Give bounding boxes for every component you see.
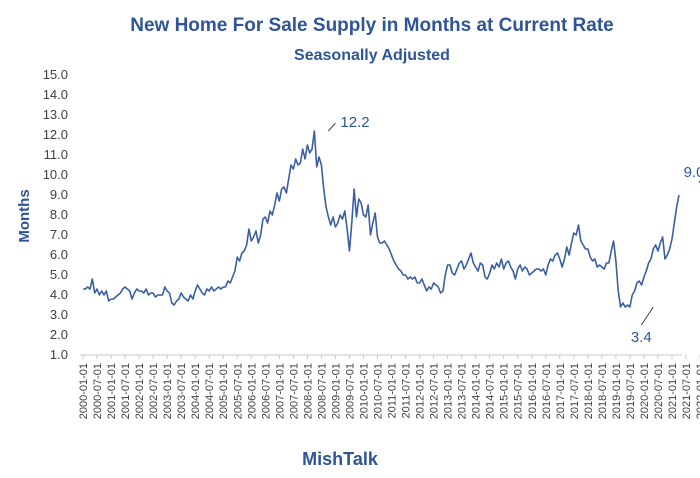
x-tick-label: 2015-07-01 [513, 363, 525, 419]
y-tick-label: 5.0 [50, 267, 68, 282]
x-tick-label: 2016-07-01 [541, 363, 553, 419]
x-tick-label: 2013-07-01 [457, 363, 469, 419]
x-tick-label: 2004-07-01 [204, 363, 216, 419]
x-tick-label: 2005-01-01 [218, 363, 230, 419]
x-tick-label: 2000-01-01 [78, 363, 90, 419]
y-axis-title: Months [16, 189, 33, 242]
x-tick-label: 2021-07-01 [681, 363, 693, 419]
y-tick-label: 10.0 [43, 167, 68, 182]
y-axis-ticks: 1.0 2.0 3.0 4.0 5.0 6.0 7.0 8.0 9.0 10.0 11.0 12.0 1… [43, 67, 68, 362]
annotation-leader [640, 306, 654, 326]
x-tick-label: 2009-01-01 [330, 363, 342, 419]
x-tick-label: 2001-01-01 [106, 363, 118, 419]
y-tick-label: 1.0 [50, 347, 68, 362]
y-tick-label: 11.0 [44, 147, 68, 162]
x-axis-title: MishTalk [302, 449, 379, 469]
x-tick-label: 2008-01-01 [302, 363, 314, 419]
x-tick-label: 2012-01-01 [415, 363, 427, 419]
chart-title: New Home For Sale Supply in Months at Cu… [130, 15, 614, 36]
x-tick-label: 2020-01-01 [639, 363, 651, 419]
x-tick-label: 2018-01-01 [583, 363, 595, 419]
x-tick-label: 2017-01-01 [555, 363, 567, 419]
y-tick-label: 15.0 [43, 67, 68, 82]
x-tick-label: 2014-07-01 [485, 363, 497, 419]
x-tick-label: 2022-01-01 [695, 363, 700, 419]
annotations: 12.2 3.4 9.0 [328, 114, 700, 346]
x-tick-label: 2010-01-01 [358, 363, 370, 419]
x-tick-label: 2021-01-01 [667, 363, 679, 419]
x-tick-label: 2020-07-01 [653, 363, 665, 419]
x-tick-label: 2004-01-01 [190, 363, 202, 419]
x-tick-label: 2007-07-01 [288, 363, 300, 419]
x-tick-label: 2007-01-01 [274, 363, 286, 419]
annotation-leader [328, 122, 336, 132]
x-tick-label: 2008-07-01 [316, 363, 328, 419]
x-tick-label: 2002-01-01 [134, 363, 146, 419]
y-tick-label: 3.0 [50, 307, 68, 322]
x-tick-label: 2013-01-01 [443, 363, 455, 419]
x-tick-label: 2006-07-01 [260, 363, 272, 419]
x-tick-label: 2009-07-01 [344, 363, 356, 419]
annotation-label: 9.0 [684, 164, 700, 181]
x-tick-label: 2017-07-01 [569, 363, 581, 419]
chart-subtitle: Seasonally Adjusted [294, 47, 450, 64]
x-tick-label: 2010-07-01 [372, 363, 384, 419]
x-tick-label: 2011-01-01 [387, 363, 399, 418]
x-axis-ticks: 2000-01-01 2000-07-01 2001-01-01 2001-07-01… [78, 355, 700, 419]
y-tick-label: 13.0 [43, 107, 68, 122]
annotation-label: 3.4 [631, 329, 652, 346]
x-tick-label: 2014-01-01 [471, 363, 483, 419]
y-tick-label: 12.0 [43, 127, 68, 142]
y-tick-label: 8.0 [50, 207, 68, 222]
y-tick-label: 4.0 [50, 287, 68, 302]
y-tick-label: 7.0 [50, 227, 68, 242]
y-tick-label: 9.0 [50, 187, 68, 202]
x-tick-label: 2018-07-01 [597, 363, 609, 419]
x-tick-label: 2001-07-01 [120, 363, 132, 419]
x-tick-label: 2015-01-01 [499, 363, 511, 419]
x-tick-label: 2016-01-01 [527, 363, 539, 419]
x-tick-label: 2006-01-01 [246, 363, 258, 419]
x-tick-label: 2002-07-01 [148, 363, 160, 419]
x-tick-label: 2005-07-01 [232, 363, 244, 419]
y-tick-label: 14.0 [43, 87, 68, 102]
y-tick-label: 2.0 [50, 327, 68, 342]
x-tick-label: 2019-01-01 [611, 363, 623, 419]
x-tick-label: 2019-07-01 [625, 363, 637, 419]
series-line [83, 130, 680, 308]
x-tick-label: 2003-07-01 [176, 363, 188, 419]
x-tick-label: 2000-07-01 [92, 363, 104, 419]
annotation-label: 12.2 [340, 114, 369, 131]
y-tick-label: 6.0 [50, 247, 68, 262]
x-tick-label: 2003-01-01 [162, 363, 174, 419]
x-tick-label: 2011-07-01 [401, 363, 413, 418]
x-tick-label: 2012-07-01 [429, 363, 441, 419]
